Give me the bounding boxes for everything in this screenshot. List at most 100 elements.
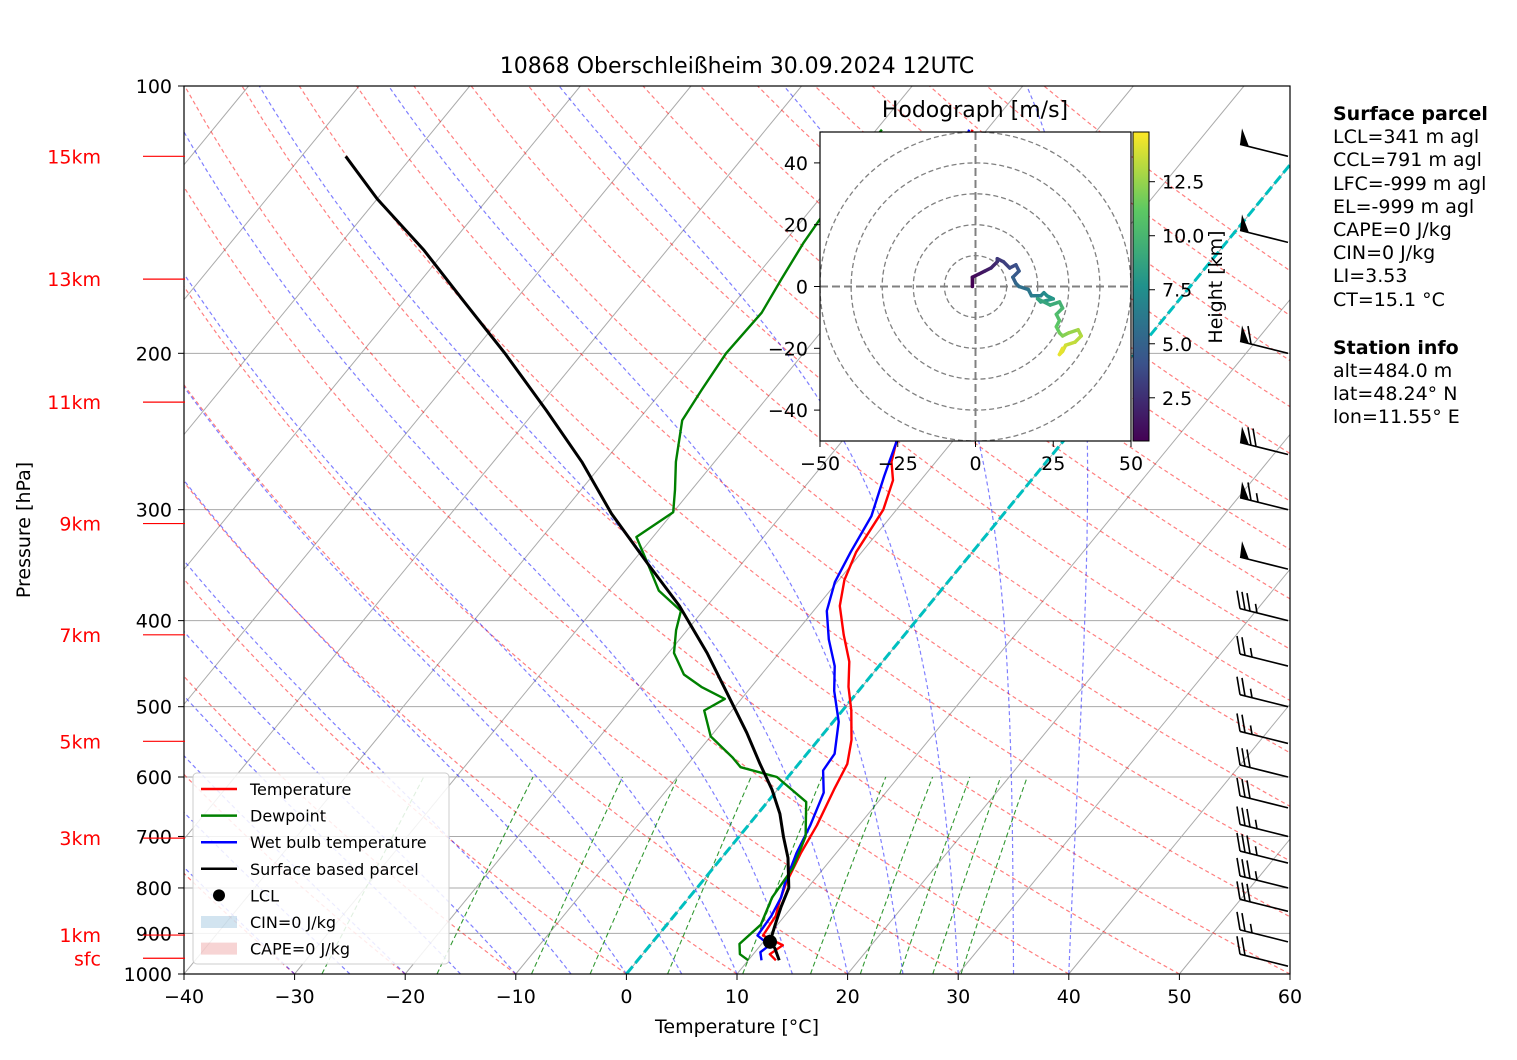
mixing-ratio-line	[589, 776, 679, 974]
wind-barb	[1239, 214, 1289, 244]
colorbar-tick-label: 2.5	[1162, 388, 1192, 410]
legend-label: CAPE=0 J/kg	[250, 940, 350, 959]
isotherm-line	[184, 86, 581, 571]
moist-adiabat-line	[184, 479, 627, 974]
barb-shaft	[1239, 875, 1289, 889]
x-tick-label: 20	[836, 986, 860, 1008]
barb-full	[1236, 713, 1241, 732]
barb-full	[1236, 911, 1241, 930]
surface-parcel-line: CT=15.1 °C	[1333, 288, 1445, 311]
barb-full	[1236, 746, 1241, 766]
wind-barb	[1236, 777, 1289, 809]
height-label: 5km	[59, 731, 101, 753]
wind-barb	[1236, 746, 1289, 778]
height-label: 13km	[47, 269, 101, 291]
barb-half	[1254, 819, 1258, 829]
wind-barb	[1236, 676, 1289, 708]
x-axis: −40 −30 −20 −10 0 10 20 30 40 50 60	[164, 974, 1302, 1008]
moist-adiabat-line	[558, 86, 959, 974]
y-axis: 100 200 300 400 500 600 700 800 900 1000	[124, 76, 184, 986]
y-tick-label: 1000	[124, 964, 172, 986]
y-tick-label: 300	[136, 500, 172, 522]
barb-full	[1236, 857, 1241, 877]
hodograph-trace	[970, 256, 1083, 357]
y-tick-label: 200	[136, 343, 172, 365]
height-label: 15km	[47, 146, 101, 168]
barb-half	[1254, 603, 1258, 614]
colorbar-tick-label: 12.5	[1162, 172, 1204, 194]
barb-shaft	[1239, 764, 1289, 778]
y-tick-label: 500	[136, 697, 172, 719]
moist-adiabat-line	[184, 272, 738, 974]
hodograph: −50 −25 0 25 50 −40 −20 0 20 40 Hodograph [m/s] 2…	[768, 98, 1227, 475]
colorbar-label: Height [km]	[1205, 230, 1227, 343]
colorbar-tick-label: 7.5	[1162, 280, 1192, 302]
barb-full	[1241, 714, 1246, 733]
dry-adiabat-line	[184, 675, 517, 974]
wind-barb	[1239, 541, 1289, 570]
legend-label: CIN=0 J/kg	[250, 913, 336, 932]
dry-adiabat-line	[184, 185, 1070, 974]
legend-label: Temperature	[249, 780, 351, 799]
legend-label: Surface based parcel	[250, 860, 419, 879]
wind-barb	[1236, 635, 1289, 667]
barb-full	[1247, 482, 1252, 501]
hodograph-x-tick-label: 50	[1119, 453, 1143, 475]
barb-half	[1249, 647, 1253, 658]
mixing-ratio-line	[530, 776, 623, 974]
surface-parcel-line: CCL=791 m agl	[1333, 149, 1482, 172]
legend-swatch-patch	[201, 942, 237, 955]
barb-full	[1236, 832, 1241, 852]
legend-box	[192, 772, 450, 965]
colorbar-tick-label: 10.0	[1162, 226, 1204, 248]
hodograph-axes: −50 −25 0 25 50 −40 −20 0 20 40	[768, 153, 1143, 475]
height-label: 11km	[47, 392, 101, 414]
spacer	[1333, 312, 1488, 337]
barb-full	[1241, 834, 1246, 853]
dry-adiabat-line	[184, 481, 738, 974]
barb-shaft	[1239, 929, 1289, 943]
barb-half	[1249, 923, 1253, 933]
mixing-ratio-line	[960, 776, 1028, 974]
hodograph-segment	[1057, 346, 1065, 357]
lcl-marker	[763, 934, 778, 949]
x-tick-label: −30	[275, 986, 315, 1008]
y-axis-label: Pressure [hPa]	[13, 462, 35, 598]
barb-shaft	[1239, 607, 1289, 622]
y-tick-label: 600	[136, 767, 172, 789]
legend-swatch-patch	[201, 916, 237, 928]
barb-full	[1236, 676, 1241, 695]
height-label: 1km	[59, 925, 101, 947]
x-tick-label: −40	[164, 986, 204, 1008]
wind-barb	[1236, 806, 1289, 838]
legend-label: Wet bulb temperature	[250, 833, 427, 852]
dewpoint-line	[635, 128, 883, 962]
barb-full	[1241, 591, 1246, 611]
isotherm-line	[1068, 703, 1290, 974]
info-panel: Surface parcel LCL=341 m agl CCL=791 m a…	[1333, 103, 1488, 430]
height-label: 7km	[59, 625, 101, 647]
hodograph-y-tick-label: 40	[784, 153, 808, 175]
barb-full	[1246, 835, 1251, 854]
station-info-line: lon=11.55° E	[1333, 406, 1460, 429]
surface-parcel-title: Surface parcel	[1333, 103, 1488, 125]
surface-parcel-line: CAPE=0 J/kg	[1333, 219, 1452, 242]
isotherm-line	[184, 86, 471, 436]
hodograph-x-tick-label: −50	[800, 453, 840, 475]
barb-half	[1254, 871, 1258, 881]
y-tick-label: 700	[136, 826, 172, 848]
barb-full	[1241, 807, 1246, 826]
dry-adiabat-line	[356, 86, 1290, 862]
height-label: 9km	[59, 514, 101, 536]
dry-adiabat-line	[184, 578, 627, 974]
hodograph-y-tick-label: −40	[768, 400, 808, 422]
hodograph-x-tick-label: −25	[878, 453, 918, 475]
barb-shaft	[1239, 850, 1289, 864]
dry-adiabat-line	[184, 285, 959, 974]
barb-full	[1246, 860, 1251, 879]
barb-half	[1249, 725, 1253, 735]
barb-full	[1241, 912, 1246, 932]
isotherm-line	[957, 568, 1290, 974]
surface-parcel-line: CIN=0 J/kg	[1333, 242, 1436, 265]
